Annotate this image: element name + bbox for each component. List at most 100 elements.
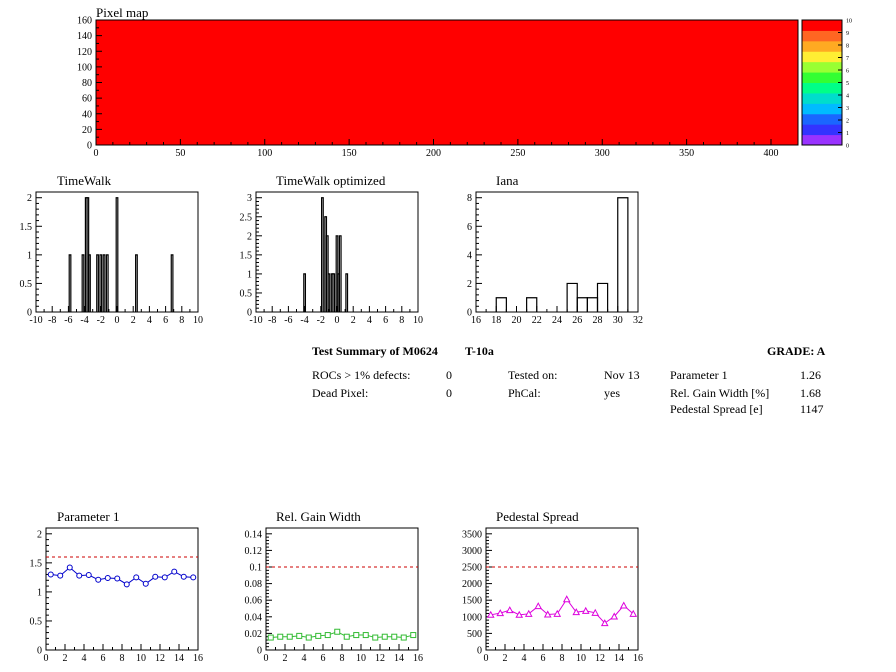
gainwidth-point	[315, 632, 322, 639]
iana-ytick-label: 8	[467, 193, 472, 204]
pedestal-title: Pedestal Spread	[496, 509, 579, 524]
pedestal-point	[591, 608, 600, 616]
pixelmap-xtick-label: 0	[94, 148, 99, 159]
gainwidth-point	[400, 634, 407, 641]
pixelmap-ytick-label: 140	[77, 31, 92, 42]
timewalk_opt-bin	[338, 235, 342, 312]
pedestal-point	[572, 608, 581, 616]
param1-point	[57, 572, 64, 579]
param1-plot: Parameter 1 0 2 4 6 8 10 12 14 16 0 0.5 1 1.5 2	[30, 509, 204, 664]
timewalk-xtick-label: 4	[147, 315, 152, 326]
gainwidth-point	[277, 633, 284, 640]
pedestal-point	[515, 610, 524, 618]
pedestal-ytick-label: 1000	[462, 612, 482, 623]
tested-on-value: Nov 13	[604, 368, 640, 382]
param1-ytick-label: 1.5	[30, 558, 43, 569]
palette-band	[802, 92, 842, 104]
pedestal-point	[486, 610, 495, 618]
param1-xtick-label: 2	[63, 653, 68, 664]
timewalk-title: TimeWalk	[57, 173, 112, 188]
palette-band	[802, 113, 842, 125]
param1-point	[104, 574, 111, 581]
iana-ytick-label: 2	[467, 279, 472, 290]
timewalk-bin	[102, 254, 106, 312]
param1-series-line	[50, 566, 194, 585]
param1-value: 1.26	[800, 368, 821, 382]
gainwidth-ytick-label: 0.1	[250, 563, 263, 574]
gainwidth-ytick-label: 0.14	[245, 529, 263, 540]
pedestal-xtick-label: 16	[633, 653, 643, 664]
pedestal-plot: Pedestal Spread 0 2 4 6 8 10 12 14 16 0 500 1000 1500…	[462, 509, 643, 664]
gainwidth-xtick-label: 4	[302, 653, 307, 664]
timewalk-xtick-label: -4	[80, 315, 88, 326]
palette-label: 5	[846, 81, 849, 87]
pedestal-ytick-label: 2500	[462, 563, 482, 574]
param1-xtick-label: 0	[44, 653, 49, 664]
pedestal-label: Pedestal Spread [e]	[670, 402, 763, 416]
param1-ytick-label: 2	[37, 529, 42, 540]
pedestal-xtick-label: 12	[595, 653, 605, 664]
timewalk-ytick-label: 0	[27, 308, 32, 319]
pixelmap-ytick-label: 160	[77, 16, 92, 27]
param1-point	[142, 580, 149, 587]
timewalk_opt-ytick-label: 0.5	[240, 288, 253, 299]
param1-point	[123, 581, 130, 588]
iana-bin	[566, 282, 578, 312]
gainwidth-xtick-label: 0	[264, 653, 269, 664]
iana-xtick-label: 26	[572, 315, 582, 326]
iana-xtick-label: 22	[532, 315, 542, 326]
iana-bin	[586, 297, 599, 312]
gainwidth-series-line	[270, 631, 414, 639]
pixelmap-ytick-label: 40	[82, 109, 92, 120]
gainwidth-ytick-label: 0	[257, 646, 262, 657]
pedestal-point	[534, 602, 543, 610]
pedestal-point	[619, 601, 628, 609]
timewalk-xtick-label: -2	[97, 315, 105, 326]
tested-on-label: Tested on:	[508, 368, 558, 382]
gain-width-value: 1.68	[800, 386, 821, 400]
param1-ytick-label: 0.5	[30, 616, 43, 627]
palette-label: 1	[846, 131, 849, 137]
timewalk-xtick-label: -10	[29, 315, 42, 326]
param1-point	[190, 574, 197, 581]
gainwidth-point	[286, 633, 293, 640]
rocs-defects-label: ROCs > 1% defects:	[312, 368, 411, 382]
timewalk_opt-xtick-label: -10	[249, 315, 262, 326]
pedestal-ytick-label: 1500	[462, 596, 482, 607]
timewalk_opt-xtick-label: 10	[413, 315, 423, 326]
timewalk-ytick-label: 1.5	[20, 222, 33, 233]
pedestal-xtick-label: 6	[541, 653, 546, 664]
palette-label: 4	[846, 94, 849, 100]
param1-frame	[45, 527, 199, 651]
gainwidth-point	[267, 634, 274, 641]
param1-ytick-label: 1	[37, 587, 42, 598]
timewalk-xtick-label: -6	[64, 315, 72, 326]
gainwidth-plot: Rel. Gain Width 0 2 4 6 8 10 12 14 16 0 0.02 0.04 0.0…	[245, 509, 424, 664]
iana-bin	[576, 297, 588, 312]
pedestal-point	[496, 609, 505, 617]
gainwidth-point	[324, 632, 331, 639]
palette-band	[802, 30, 842, 42]
param1-xtick-label: 16	[193, 653, 203, 664]
pedestal-series-line	[490, 598, 634, 624]
param1-xtick-label: 4	[82, 653, 87, 664]
pixelmap-plot: Pixel map 0 50 100 150 200 250 300 350 400 0 20 40 60…	[77, 5, 779, 159]
pedestal-xtick-label: 4	[522, 653, 527, 664]
pixelmap-xtick-label: 100	[257, 148, 272, 159]
pixelmap-ytick-label: 100	[77, 62, 92, 73]
gainwidth-point	[305, 634, 312, 641]
iana-xtick-label: 28	[593, 315, 603, 326]
timewalk-ytick-label: 0.5	[20, 279, 33, 290]
gainwidth-point	[410, 632, 417, 639]
gainwidth-xtick-label: 10	[356, 653, 366, 664]
gainwidth-point	[343, 633, 350, 640]
pedestal-ytick-label: 2000	[462, 579, 482, 590]
pedestal-xtick-label: 8	[560, 653, 565, 664]
gainwidth-point	[362, 632, 369, 639]
timewalk-frame	[35, 191, 199, 313]
timewalk_opt-ytick-label: 2.5	[240, 212, 253, 223]
timewalk_opt-xtick-label: 2	[351, 315, 356, 326]
timewalk-bin	[88, 254, 91, 312]
timewalk_opt-xtick-label: 4	[367, 315, 372, 326]
pedestal-xtick-label: 0	[484, 653, 489, 664]
